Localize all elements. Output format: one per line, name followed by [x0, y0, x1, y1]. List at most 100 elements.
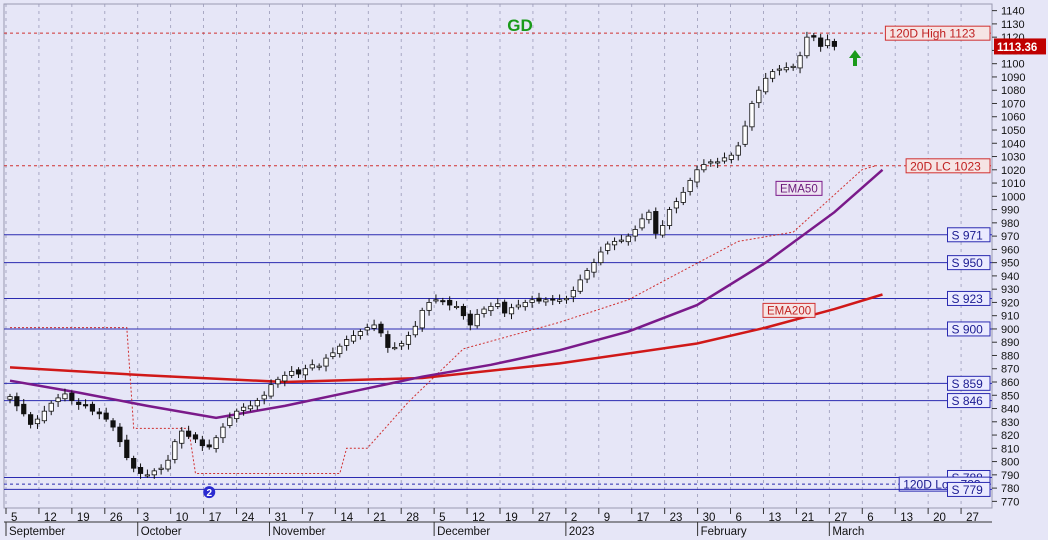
candle-body: [412, 325, 418, 336]
candle-body: [440, 300, 446, 303]
y-tick-label: 770: [1001, 496, 1019, 508]
candle-body: [21, 403, 27, 415]
candle-body: [618, 239, 625, 242]
y-tick-label: 830: [1001, 417, 1019, 429]
candle-body: [137, 467, 144, 474]
x-tick-label: 17: [209, 512, 222, 524]
candle-body: [474, 313, 480, 327]
month-label: September: [9, 526, 65, 538]
candle-body: [543, 299, 549, 303]
y-tick-label: 890: [1001, 337, 1019, 349]
y-tick-label: 990: [1001, 205, 1019, 217]
x-tick-label: 21: [373, 512, 386, 524]
candle-body: [385, 334, 391, 348]
candle-body: [550, 298, 556, 301]
candle-body: [179, 430, 185, 444]
candle-body: [447, 299, 453, 306]
candle-body: [227, 417, 233, 426]
y-tick-label: 840: [1001, 404, 1019, 416]
x-axis: 5 12 19 26 3 10 17 24 31 7 14 21 28 5 12 19 27 2 9 17 23 30 6 1…: [4, 508, 992, 538]
y-tick-label: 870: [1001, 364, 1019, 376]
x-tick-label: 3: [143, 512, 149, 524]
month-label: March: [832, 526, 864, 538]
y-tick-label: 1060: [1001, 112, 1025, 124]
candle-body: [495, 303, 501, 307]
x-tick-label: 19: [77, 512, 90, 524]
candle-body: [392, 347, 398, 350]
candle-body: [646, 211, 652, 221]
candle-body: [405, 335, 412, 345]
y-tick-label: 1080: [1001, 85, 1025, 97]
y-tick-label: 880: [1001, 350, 1019, 362]
ema50-label: EMA50: [780, 183, 818, 195]
y-tick-label: 950: [1001, 258, 1019, 270]
candle-body: [735, 145, 741, 156]
candle-body: [756, 89, 762, 104]
candle-body: [371, 324, 377, 329]
y-tick-label: 780: [1001, 483, 1019, 495]
candle-body: [563, 298, 570, 301]
candle-body: [247, 405, 254, 410]
candle-body: [199, 439, 205, 447]
level-label-box: [947, 255, 991, 271]
candle-body: [254, 400, 260, 407]
y-tick-label: 900: [1001, 324, 1019, 336]
y-tick-label: 1040: [1001, 138, 1025, 150]
x-tick-label: 30: [703, 512, 716, 524]
y-tick-label: 1030: [1001, 152, 1025, 164]
x-tick-label: 17: [637, 512, 650, 524]
candle-body: [240, 406, 247, 411]
candle-body: [502, 301, 508, 314]
wave-marker: [203, 486, 216, 499]
level-label-box: [884, 25, 991, 41]
y-tick-label: 1050: [1001, 125, 1025, 137]
x-tick-label: 13: [900, 512, 913, 524]
candle-body: [804, 36, 810, 57]
x-tick-label: 21: [801, 512, 814, 524]
plot-area: [3, 3, 993, 509]
candle-body: [295, 369, 302, 375]
candle-body: [220, 426, 226, 439]
candle-body: [131, 457, 137, 469]
y-tick-label: 910: [1001, 311, 1019, 323]
x-tick-label: 13: [768, 512, 781, 524]
candle-body: [639, 218, 645, 229]
level-label: 120D High 1123: [889, 27, 975, 41]
candle-body: [522, 302, 528, 308]
candle-body: [515, 304, 521, 308]
candle-body: [763, 77, 769, 93]
candle-body: [69, 392, 75, 401]
y-tick-label: 1070: [1001, 98, 1025, 110]
level-label: S 859: [952, 377, 984, 391]
candle-body: [694, 169, 700, 183]
y-tick-label: 820: [1001, 430, 1019, 442]
candle-body: [584, 270, 590, 280]
candle-body: [818, 37, 824, 47]
level-label: S 779: [952, 483, 984, 497]
y-tick-label: 960: [1001, 244, 1019, 256]
levels: 120D High 1123 20D LC 1023 S 971 S 950 S 923…: [4, 25, 992, 497]
last-price-box: [994, 38, 1046, 55]
level-label: S 923: [952, 292, 984, 306]
level-label-box: [947, 375, 991, 391]
x-tick-label: 6: [867, 512, 873, 524]
y-tick-label: 930: [1001, 284, 1019, 296]
candle-body: [34, 418, 41, 425]
candle-body: [811, 35, 817, 38]
candle-body: [481, 308, 487, 314]
candle-body: [364, 327, 370, 331]
candle-body: [687, 179, 693, 192]
candle-body: [96, 411, 102, 415]
x-tick-label: 23: [670, 512, 683, 524]
y-tick-label: 800: [1001, 457, 1019, 469]
candle-body: [62, 393, 68, 400]
candle-body: [14, 396, 20, 407]
candle-body: [742, 125, 748, 145]
y-tick-label: 860: [1001, 377, 1019, 389]
candle-body: [426, 302, 432, 311]
candle-body: [144, 474, 150, 477]
level-label-box: [905, 158, 991, 174]
trailing-stop-line: [10, 165, 876, 474]
y-tick-label: 850: [1001, 390, 1019, 402]
